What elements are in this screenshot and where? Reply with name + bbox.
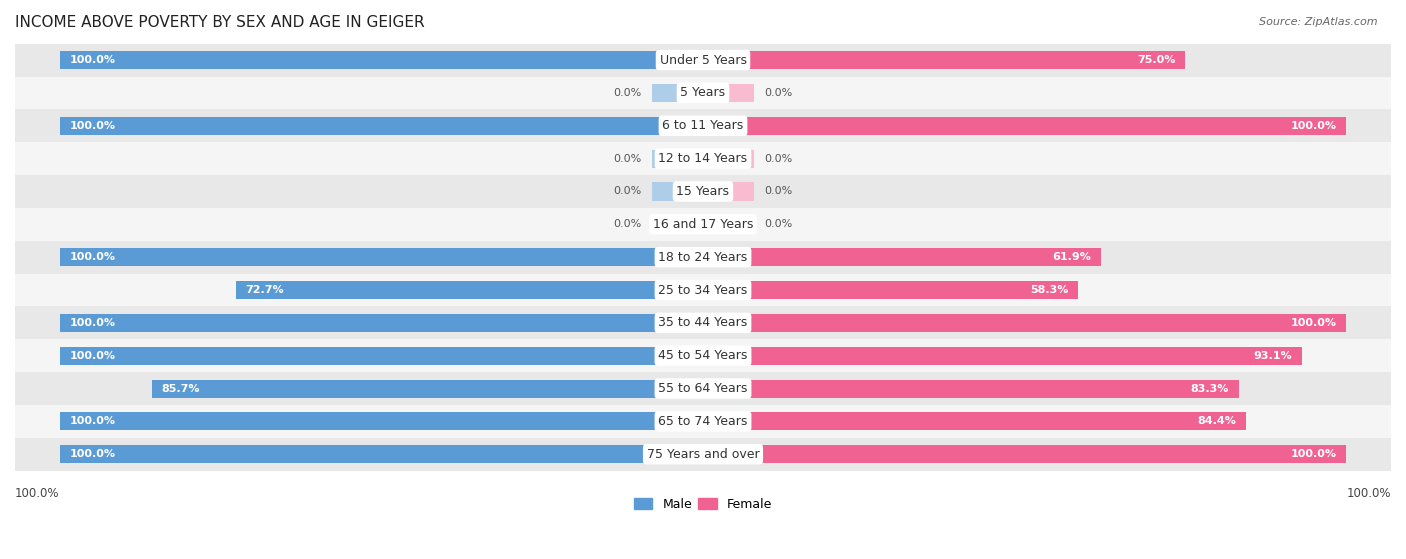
Bar bbox=[651, 215, 703, 233]
Bar bbox=[651, 182, 703, 201]
Text: 12 to 14 Years: 12 to 14 Years bbox=[658, 152, 748, 165]
Text: Under 5 Years: Under 5 Years bbox=[659, 54, 747, 67]
Text: 25 to 34 Years: 25 to 34 Years bbox=[658, 283, 748, 296]
Bar bbox=[60, 51, 703, 69]
Text: 0.0%: 0.0% bbox=[613, 154, 643, 164]
Text: 100.0%: 100.0% bbox=[70, 449, 115, 459]
Bar bbox=[236, 281, 703, 299]
Bar bbox=[703, 84, 755, 102]
Text: 75 Years and over: 75 Years and over bbox=[647, 448, 759, 461]
Bar bbox=[15, 438, 1391, 471]
Bar bbox=[703, 281, 1078, 299]
Text: 100.0%: 100.0% bbox=[70, 252, 115, 262]
Bar bbox=[15, 77, 1391, 110]
Bar bbox=[15, 175, 1391, 208]
Bar bbox=[703, 182, 755, 201]
Bar bbox=[703, 413, 1246, 430]
Bar bbox=[703, 150, 755, 168]
Text: 100.0%: 100.0% bbox=[1291, 121, 1336, 131]
Text: 84.4%: 84.4% bbox=[1197, 416, 1236, 427]
Bar bbox=[703, 215, 755, 233]
Text: 83.3%: 83.3% bbox=[1191, 383, 1229, 394]
Bar bbox=[152, 380, 703, 397]
Text: 100.0%: 100.0% bbox=[70, 416, 115, 427]
Bar bbox=[15, 208, 1391, 241]
Text: 6 to 11 Years: 6 to 11 Years bbox=[662, 119, 744, 132]
Text: 58.3%: 58.3% bbox=[1029, 285, 1069, 295]
Legend: Male, Female: Male, Female bbox=[628, 492, 778, 515]
Text: 0.0%: 0.0% bbox=[613, 219, 643, 229]
Bar bbox=[703, 51, 1185, 69]
Text: 0.0%: 0.0% bbox=[763, 154, 793, 164]
Text: 65 to 74 Years: 65 to 74 Years bbox=[658, 415, 748, 428]
Text: 100.0%: 100.0% bbox=[1291, 318, 1336, 328]
Bar bbox=[651, 150, 703, 168]
Bar bbox=[703, 380, 1239, 397]
Text: 100.0%: 100.0% bbox=[70, 121, 115, 131]
Bar bbox=[15, 405, 1391, 438]
Bar bbox=[60, 248, 703, 266]
Bar bbox=[15, 142, 1391, 175]
Text: 0.0%: 0.0% bbox=[763, 219, 793, 229]
Text: 0.0%: 0.0% bbox=[763, 187, 793, 196]
Text: INCOME ABOVE POVERTY BY SEX AND AGE IN GEIGER: INCOME ABOVE POVERTY BY SEX AND AGE IN G… bbox=[15, 15, 425, 30]
Text: 5 Years: 5 Years bbox=[681, 87, 725, 100]
Bar bbox=[651, 84, 703, 102]
Text: 100.0%: 100.0% bbox=[70, 318, 115, 328]
Text: 35 to 44 Years: 35 to 44 Years bbox=[658, 316, 748, 329]
Bar bbox=[15, 241, 1391, 273]
Text: 85.7%: 85.7% bbox=[162, 383, 200, 394]
Bar bbox=[15, 339, 1391, 372]
Text: 0.0%: 0.0% bbox=[763, 88, 793, 98]
Text: 100.0%: 100.0% bbox=[70, 350, 115, 361]
Text: 18 to 24 Years: 18 to 24 Years bbox=[658, 250, 748, 264]
Bar bbox=[60, 413, 703, 430]
Bar bbox=[15, 306, 1391, 339]
Bar bbox=[60, 347, 703, 364]
Text: 61.9%: 61.9% bbox=[1053, 252, 1091, 262]
Bar bbox=[703, 314, 1346, 332]
Text: 55 to 64 Years: 55 to 64 Years bbox=[658, 382, 748, 395]
Bar bbox=[15, 372, 1391, 405]
Text: 0.0%: 0.0% bbox=[613, 187, 643, 196]
Text: 100.0%: 100.0% bbox=[15, 487, 59, 500]
Text: 100.0%: 100.0% bbox=[1291, 449, 1336, 459]
Text: 75.0%: 75.0% bbox=[1137, 55, 1175, 65]
Text: Source: ZipAtlas.com: Source: ZipAtlas.com bbox=[1260, 17, 1378, 27]
Text: 100.0%: 100.0% bbox=[1347, 487, 1391, 500]
Text: 0.0%: 0.0% bbox=[613, 88, 643, 98]
Text: 100.0%: 100.0% bbox=[70, 55, 115, 65]
Text: 93.1%: 93.1% bbox=[1253, 350, 1292, 361]
Text: 16 and 17 Years: 16 and 17 Years bbox=[652, 218, 754, 231]
Bar bbox=[703, 445, 1346, 463]
Bar bbox=[60, 117, 703, 135]
Bar bbox=[15, 44, 1391, 77]
Bar bbox=[60, 314, 703, 332]
Bar bbox=[703, 117, 1346, 135]
Text: 72.7%: 72.7% bbox=[245, 285, 284, 295]
Bar bbox=[703, 248, 1101, 266]
Bar bbox=[15, 273, 1391, 306]
Bar bbox=[15, 110, 1391, 142]
Bar bbox=[703, 347, 1302, 364]
Text: 45 to 54 Years: 45 to 54 Years bbox=[658, 349, 748, 362]
Bar bbox=[60, 445, 703, 463]
Text: 15 Years: 15 Years bbox=[676, 185, 730, 198]
